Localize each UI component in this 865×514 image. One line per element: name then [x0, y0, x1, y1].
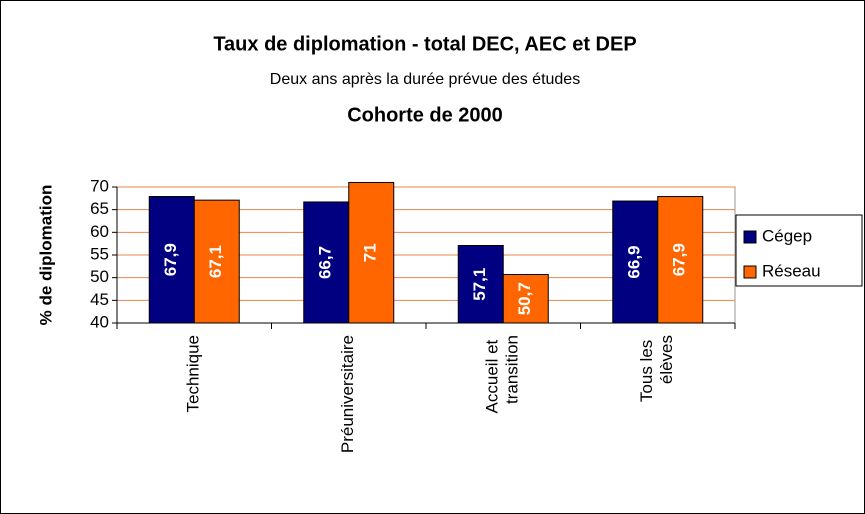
bar	[148, 196, 195, 324]
value-label: 67,9	[670, 243, 689, 276]
value-label: 67,9	[161, 243, 180, 276]
x-tick-label: Préuniversitaire	[338, 335, 357, 453]
y-tick-label: 45	[90, 290, 109, 309]
y-tick-label: 65	[90, 199, 109, 218]
legend-label: Cégep	[762, 226, 812, 245]
y-tick-label: 40	[90, 312, 109, 331]
value-label: 57,1	[470, 268, 489, 301]
y-tick-label: 50	[90, 267, 109, 286]
chart-subtitle: Cohorte de 2000	[347, 104, 503, 126]
value-label: 50,7	[515, 282, 534, 315]
x-tick-label: Accueil et transition	[483, 335, 522, 413]
y-tick-label: 70	[90, 176, 109, 195]
bar	[348, 181, 395, 324]
legend-box	[735, 214, 863, 287]
x-tick-label: Tous les élèves	[637, 335, 676, 402]
y-tick-label: 60	[90, 222, 109, 241]
x-tick-label: Technique	[184, 335, 203, 413]
legend-swatch	[743, 265, 757, 279]
bar	[193, 199, 240, 324]
bar	[657, 196, 704, 324]
value-label: 66,7	[316, 246, 335, 279]
value-label: 66,9	[625, 245, 644, 278]
y-tick-label: 55	[90, 244, 109, 263]
legend-swatch	[743, 230, 757, 244]
bar	[502, 273, 549, 324]
value-label: 67,1	[206, 245, 225, 278]
chart-subtitle: Deux ans après la durée prévue des étude…	[270, 71, 580, 88]
value-label: 71	[361, 243, 380, 262]
legend-label: Réseau	[762, 261, 821, 280]
y-axis-title: % de diplomation	[36, 185, 55, 326]
chart-title: Taux de diplomation - total DEC, AEC et …	[213, 33, 636, 55]
